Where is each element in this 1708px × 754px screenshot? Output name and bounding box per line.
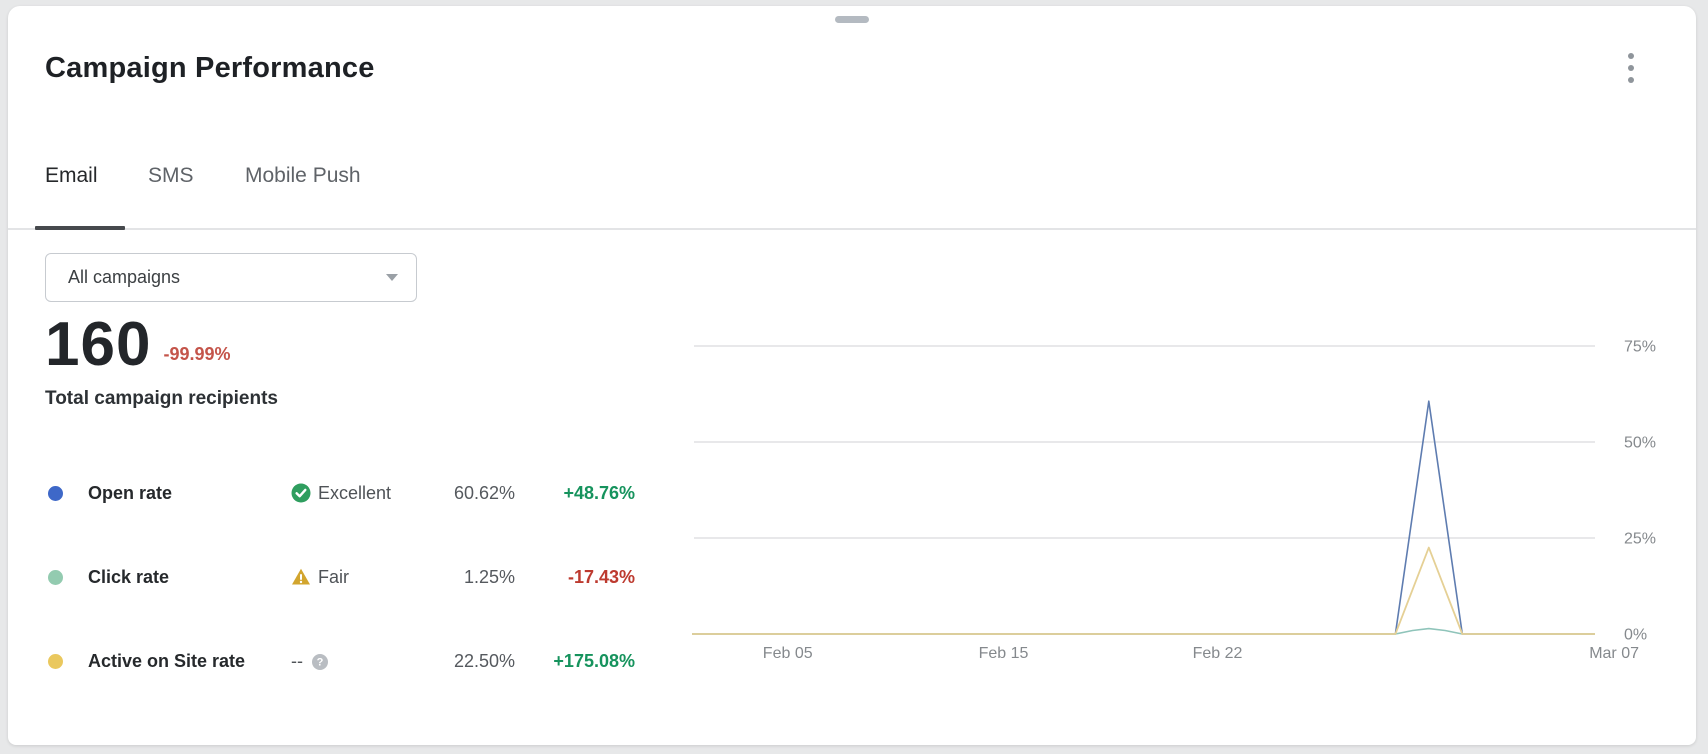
- metric-delta: -17.43%: [567, 566, 635, 587]
- series-line-open-rate: [692, 400, 1595, 635]
- series-line-active-on-site-rate: [692, 546, 1595, 635]
- x-axis-label: Feb 05: [763, 645, 813, 662]
- y-axis-label: 50%: [1624, 435, 1656, 452]
- metric-label: Active on Site rate: [88, 650, 246, 671]
- metric-status: -- ?: [291, 651, 330, 672]
- metric-status-text: --: [291, 650, 303, 671]
- series-color-dot: [48, 485, 63, 501]
- tab-mobile-push[interactable]: Mobile Push: [245, 164, 361, 187]
- warning-triangle-icon: [292, 568, 310, 585]
- metric-status-text: Fair: [318, 566, 349, 587]
- x-axis-label: Mar 07: [1589, 645, 1639, 662]
- metric-row-open-rate[interactable]: Open rate Excellent 60.62% +48.76%: [45, 476, 635, 510]
- y-axis-label: 25%: [1624, 531, 1656, 548]
- chevron-down-icon: [386, 274, 398, 281]
- tab-sms[interactable]: SMS: [148, 164, 194, 187]
- metric-value: 1.25%: [463, 566, 515, 587]
- page-title: Campaign Performance: [45, 52, 375, 84]
- svg-text:?: ?: [317, 657, 324, 669]
- metric-status: Excellent: [291, 483, 391, 504]
- campaign-filter-value: All campaigns: [68, 267, 181, 287]
- metric-status-text: Excellent: [318, 482, 392, 503]
- tab-email[interactable]: Email: [45, 164, 98, 187]
- channel-tabs: Email SMS Mobile Push: [8, 146, 1696, 230]
- total-recipients-delta: -99.99%: [163, 344, 231, 364]
- campaign-performance-card: Campaign Performance Email SMS Mobile Pu…: [8, 6, 1696, 745]
- performance-chart: 0% 25% 50% 75% Feb 05 Feb 15 Feb 22 Mar 07: [692, 320, 1702, 680]
- help-circle-icon[interactable]: ?: [310, 651, 330, 671]
- metric-delta: +48.76%: [563, 482, 635, 503]
- metric-label: Open rate: [88, 482, 173, 503]
- series-color-dot: [48, 569, 63, 585]
- x-axis-label: Feb 22: [1193, 645, 1243, 662]
- metric-value: 22.50%: [453, 650, 515, 671]
- metric-label: Click rate: [88, 566, 170, 587]
- metric-value: 60.62%: [453, 482, 515, 503]
- kebab-menu-icon[interactable]: [1614, 46, 1648, 90]
- check-circle-icon: [291, 483, 311, 503]
- active-tab-underline: [35, 226, 125, 230]
- series-color-dot: [48, 653, 63, 669]
- y-axis-label: 75%: [1624, 339, 1656, 356]
- drag-handle[interactable]: [835, 16, 869, 23]
- campaign-filter-dropdown[interactable]: All campaigns: [45, 253, 417, 302]
- total-recipients-caption: Total campaign recipients: [45, 388, 278, 409]
- x-axis-label: Feb 15: [979, 645, 1029, 662]
- metric-delta: +175.08%: [553, 650, 635, 671]
- metric-status: Fair: [291, 567, 349, 588]
- metric-row-active-on-site-rate[interactable]: Active on Site rate -- ? 22.50% +175.08%: [45, 644, 635, 678]
- y-axis-label: 0%: [1624, 627, 1647, 644]
- total-recipients-value: 160: [45, 310, 152, 379]
- metric-row-click-rate[interactable]: Click rate Fair 1.25% -17.43%: [45, 560, 635, 594]
